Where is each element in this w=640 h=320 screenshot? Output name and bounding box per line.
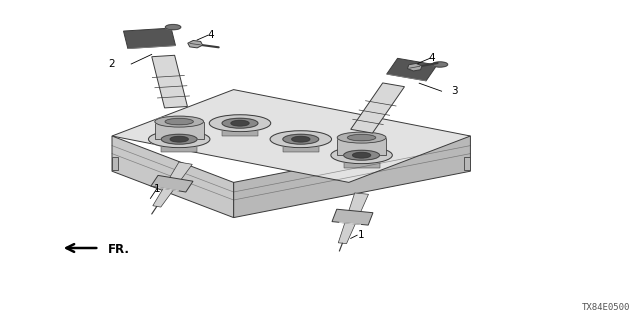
Polygon shape [337,138,386,155]
Polygon shape [408,63,422,71]
Polygon shape [332,209,373,225]
Ellipse shape [209,115,271,132]
Ellipse shape [337,132,386,143]
Text: 4: 4 [208,30,214,40]
Polygon shape [344,155,380,168]
Polygon shape [151,175,193,192]
Polygon shape [112,157,118,170]
Polygon shape [188,40,203,48]
Text: 4: 4 [429,53,435,63]
Polygon shape [155,122,204,139]
Ellipse shape [270,131,332,148]
Ellipse shape [161,134,197,144]
Polygon shape [112,136,234,218]
Text: 2: 2 [109,59,115,69]
Ellipse shape [148,131,210,148]
Ellipse shape [165,25,180,30]
Polygon shape [387,58,437,81]
Text: 3: 3 [451,86,458,96]
Text: 1: 1 [358,230,365,240]
Ellipse shape [344,150,380,160]
Text: TX84E0500: TX84E0500 [582,303,630,312]
Polygon shape [152,55,188,108]
Ellipse shape [432,62,447,67]
Polygon shape [464,157,470,170]
Polygon shape [339,193,369,244]
Polygon shape [283,139,319,152]
Text: FR.: FR. [108,243,129,256]
Ellipse shape [222,118,258,128]
Ellipse shape [292,137,310,142]
Text: 1: 1 [154,184,160,194]
Ellipse shape [165,118,193,125]
Ellipse shape [231,121,249,126]
Polygon shape [351,83,404,133]
Ellipse shape [331,147,392,164]
Polygon shape [222,123,258,136]
Ellipse shape [353,153,371,158]
Polygon shape [153,162,192,207]
Ellipse shape [170,137,188,142]
Polygon shape [161,139,197,152]
Polygon shape [124,28,175,49]
Polygon shape [112,90,470,182]
Ellipse shape [348,134,376,141]
Polygon shape [234,136,470,218]
Ellipse shape [155,116,204,127]
Ellipse shape [283,134,319,144]
